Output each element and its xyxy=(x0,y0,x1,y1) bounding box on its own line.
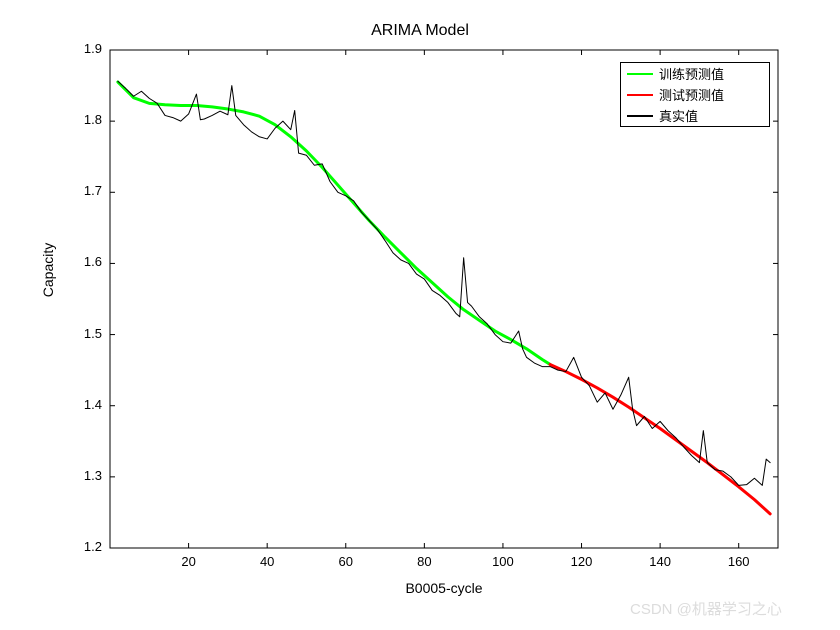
legend-swatch xyxy=(627,94,653,96)
x-tick: 140 xyxy=(645,554,675,569)
y-tick: 1.7 xyxy=(84,183,102,198)
x-tick: 40 xyxy=(252,554,282,569)
x-tick: 160 xyxy=(724,554,754,569)
x-tick: 80 xyxy=(409,554,439,569)
legend-label: 测试预测值 xyxy=(659,85,724,104)
y-tick: 1.8 xyxy=(84,112,102,127)
y-tick: 1.3 xyxy=(84,468,102,483)
y-tick: 1.5 xyxy=(84,326,102,341)
x-tick: 120 xyxy=(567,554,597,569)
y-tick: 1.9 xyxy=(84,41,102,56)
legend-label: 真实值 xyxy=(659,106,698,125)
watermark: CSDN @机器学习之心 xyxy=(630,598,782,619)
legend-swatch xyxy=(627,115,653,117)
legend-label: 训练预测值 xyxy=(659,64,724,83)
x-tick: 20 xyxy=(174,554,204,569)
arima-chart: ARIMA Model Capacity B0005-cycle 2040608… xyxy=(0,0,840,630)
x-tick: 100 xyxy=(488,554,518,569)
legend-swatch xyxy=(627,73,653,75)
y-tick: 1.6 xyxy=(84,254,102,269)
legend: 训练预测值测试预测值真实值 xyxy=(620,62,770,127)
legend-item: 测试预测值 xyxy=(621,84,769,105)
y-tick: 1.4 xyxy=(84,397,102,412)
legend-item: 训练预测值 xyxy=(621,63,769,84)
y-tick: 1.2 xyxy=(84,539,102,554)
legend-item: 真实值 xyxy=(621,105,769,126)
x-tick: 60 xyxy=(331,554,361,569)
